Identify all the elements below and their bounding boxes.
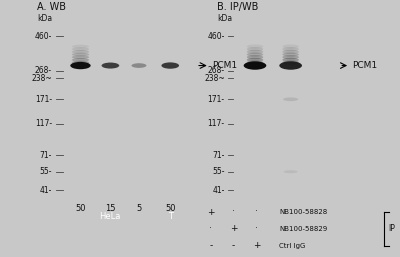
Ellipse shape xyxy=(247,55,263,59)
Text: NB100-58828: NB100-58828 xyxy=(279,209,328,215)
Text: HeLa: HeLa xyxy=(99,212,120,221)
FancyBboxPatch shape xyxy=(67,209,152,224)
Text: 460-: 460- xyxy=(207,32,225,41)
Text: IP: IP xyxy=(388,224,396,234)
Text: 171-: 171- xyxy=(208,95,225,104)
Text: 55-: 55- xyxy=(40,167,52,176)
Ellipse shape xyxy=(282,50,299,54)
Text: PCM1: PCM1 xyxy=(352,61,377,70)
Text: 268-: 268- xyxy=(208,66,225,75)
Ellipse shape xyxy=(279,61,302,70)
Ellipse shape xyxy=(282,60,299,65)
Ellipse shape xyxy=(282,58,299,62)
Ellipse shape xyxy=(282,47,299,51)
Ellipse shape xyxy=(72,61,89,65)
Ellipse shape xyxy=(70,62,91,69)
Ellipse shape xyxy=(132,63,146,68)
Ellipse shape xyxy=(282,44,299,49)
Text: ·: · xyxy=(255,207,258,217)
Text: +: + xyxy=(230,224,237,234)
Ellipse shape xyxy=(72,45,89,48)
Ellipse shape xyxy=(102,62,119,69)
Text: T: T xyxy=(168,212,173,221)
Text: NB100-58829: NB100-58829 xyxy=(279,226,328,232)
Text: 50: 50 xyxy=(165,204,176,213)
Ellipse shape xyxy=(72,53,89,56)
Text: 171-: 171- xyxy=(35,95,52,104)
Text: 55-: 55- xyxy=(212,167,225,176)
Text: 238~: 238~ xyxy=(204,74,225,83)
Text: ·: · xyxy=(232,207,235,217)
Text: ·: · xyxy=(255,224,258,234)
Ellipse shape xyxy=(282,55,299,59)
Ellipse shape xyxy=(283,97,298,101)
Ellipse shape xyxy=(247,47,263,51)
Text: kDa: kDa xyxy=(217,14,232,23)
Text: 71-: 71- xyxy=(40,151,52,160)
Text: 41-: 41- xyxy=(40,186,52,195)
Ellipse shape xyxy=(247,60,263,65)
Text: -: - xyxy=(232,241,235,251)
Ellipse shape xyxy=(162,62,179,69)
Ellipse shape xyxy=(284,170,298,173)
Text: ·: · xyxy=(209,224,212,234)
Text: B. IP/WB: B. IP/WB xyxy=(217,2,258,12)
Text: 71-: 71- xyxy=(212,151,225,160)
Text: 117-: 117- xyxy=(35,119,52,128)
Ellipse shape xyxy=(72,47,89,51)
Text: 460-: 460- xyxy=(34,32,52,41)
Text: 41-: 41- xyxy=(212,186,225,195)
Ellipse shape xyxy=(247,50,263,54)
Ellipse shape xyxy=(247,52,263,57)
Ellipse shape xyxy=(247,58,263,62)
Text: 50: 50 xyxy=(75,204,86,213)
Ellipse shape xyxy=(72,58,89,62)
Text: +: + xyxy=(253,241,260,251)
FancyBboxPatch shape xyxy=(157,209,184,224)
Ellipse shape xyxy=(282,52,299,57)
Text: 117-: 117- xyxy=(208,119,225,128)
Text: PCM1: PCM1 xyxy=(212,61,238,70)
Text: Ctrl IgG: Ctrl IgG xyxy=(279,243,306,249)
Ellipse shape xyxy=(72,50,89,54)
Text: 15: 15 xyxy=(105,204,116,213)
Text: kDa: kDa xyxy=(37,14,52,23)
Text: 5: 5 xyxy=(136,204,142,213)
Ellipse shape xyxy=(247,44,263,49)
Text: A. WB: A. WB xyxy=(37,2,66,12)
Text: 238~: 238~ xyxy=(31,74,52,83)
Ellipse shape xyxy=(72,55,89,59)
Ellipse shape xyxy=(244,61,266,70)
Text: +: + xyxy=(207,207,214,217)
Text: -: - xyxy=(209,241,212,251)
Text: 268-: 268- xyxy=(35,66,52,75)
